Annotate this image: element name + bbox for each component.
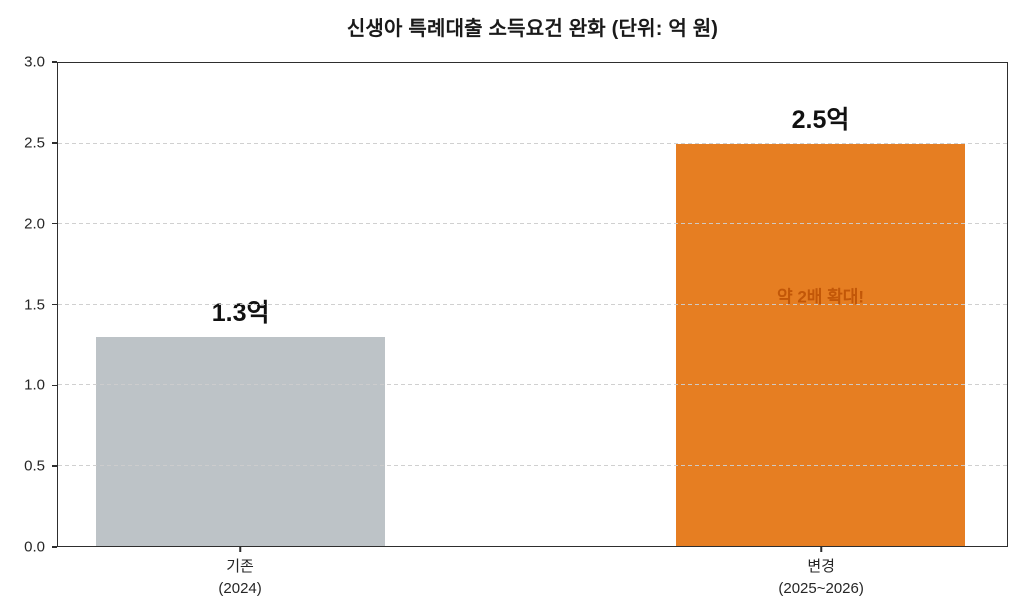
y-tick-mark [52,303,57,306]
y-tick-label-0.0: 0.0 [24,538,45,556]
y-tick-mark [52,465,57,467]
x-tick-mark [239,547,241,552]
y-tick-mark [52,222,57,225]
gridline-0.5 [58,464,1007,466]
x-tick-label-line2: (2025~2026) [778,579,864,597]
gridline-2.0 [58,223,1007,225]
annotation-label: 약 2배 확대! [776,287,865,307]
y-tick-label-1.0: 1.0 [24,376,45,394]
y-tick-label-2.5: 2.5 [24,134,45,152]
x-tick-mark [820,547,822,552]
bar-1: 2.5억 [675,106,966,546]
gridline-1.0 [58,384,1007,386]
x-tick-label-line1: 변경 [807,558,835,575]
x-axis: 기존 (2024) 변경 (2025~2026) [57,547,1008,611]
gridline-1.5 [58,303,1007,305]
bar-0: 1.3억 [95,299,386,546]
y-tick-label-1.5: 1.5 [24,296,45,313]
x-tick-label-0: 기존 (2024) [218,556,261,600]
x-tick-label-line1: 기존 [226,558,254,575]
y-axis: 0.0 0.5 1.0 1.5 2.0 2.5 3.0 [0,54,57,556]
x-tick-label-line2: (2024) [218,579,262,597]
plot-area: 1.3억 2.5억 약 2배 확대! [57,62,1008,547]
bar-value-label: 1.3억 [211,298,270,327]
x-tick-label-1: 변경 (2025~2026) [778,556,864,600]
y-tick-label-0.5: 0.5 [24,457,45,475]
y-tick-label-2.0: 2.0 [24,215,45,233]
y-tick-label-3.0: 3.0 [24,53,45,71]
chart-title: 신생아 특례대출 소득요건 완화 (단위: 억 원) [346,18,719,40]
y-tick-mark [52,142,57,144]
y-tick-mark [52,546,57,548]
y-tick-mark [52,384,57,387]
gridline-2.5 [58,142,1007,144]
bar-value-label: 2.5억 [791,105,850,134]
y-tick-mark [52,61,57,63]
